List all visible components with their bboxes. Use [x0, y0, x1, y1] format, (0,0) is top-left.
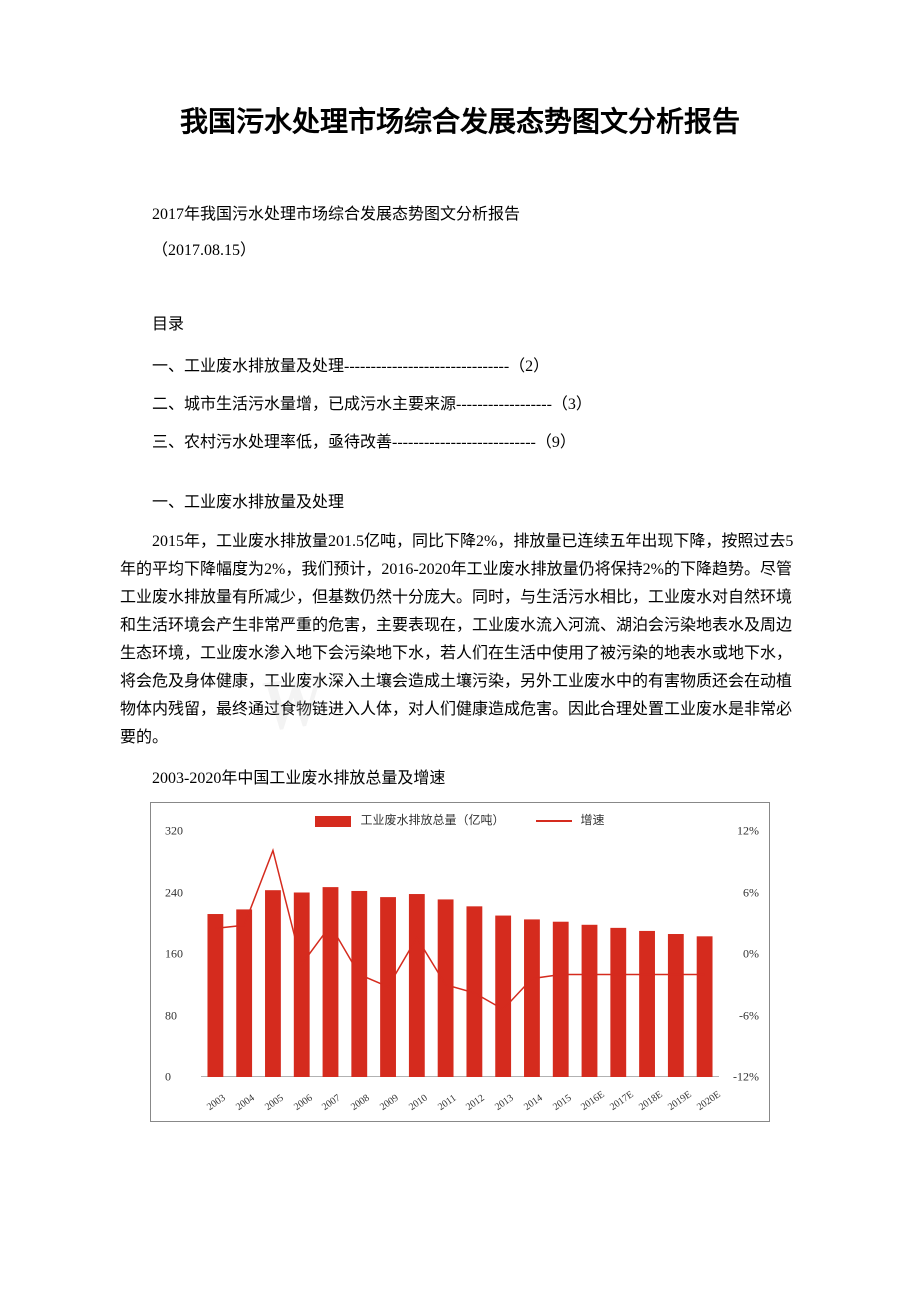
chart-bar	[582, 925, 598, 1077]
chart-bar	[409, 894, 425, 1077]
x-axis-tick: 2018E	[637, 1089, 665, 1113]
x-axis-tick: 2012	[464, 1093, 487, 1113]
chart-bar	[438, 899, 454, 1077]
y-axis-left-tick: 320	[165, 824, 183, 839]
legend-line-swatch	[536, 820, 572, 822]
chart-container: 工业废水排放总量（亿吨） 增速 0 80 160 240 320 -12% -6% 0% 6% 1…	[150, 802, 770, 1122]
x-axis-tick: 2016E	[579, 1089, 607, 1113]
chart-svg	[201, 831, 719, 1077]
x-axis-tick: 2003	[205, 1093, 228, 1113]
x-axis-tick: 2008	[349, 1093, 372, 1113]
page-title: 我国污水处理市场综合发展态势图文分析报告	[120, 100, 800, 140]
y-axis-right-tick: -12%	[733, 1070, 759, 1085]
y-axis-left-tick: 0	[165, 1070, 171, 1085]
subtitle: 2017年我国污水处理市场综合发展态势图文分析报告	[120, 200, 800, 224]
legend-line-label: 增速	[581, 813, 605, 827]
x-axis-tick: 2019E	[666, 1089, 694, 1113]
y-axis-left-tick: 80	[165, 1008, 177, 1023]
y-axis-left-tick: 160	[165, 947, 183, 962]
chart-bar	[265, 890, 281, 1077]
chart-bar	[610, 928, 626, 1077]
x-axis-tick: 2011	[436, 1093, 458, 1113]
y-axis-right-tick: 6%	[743, 885, 759, 900]
toc-item: 二、城市生活污水量增，已成污水主要来源------------------（3）	[120, 390, 800, 414]
legend-bar-label: 工业废水排放总量（亿吨）	[360, 813, 504, 827]
chart-plot-area	[201, 831, 719, 1077]
x-axis-tick: 2004	[234, 1093, 257, 1113]
toc-item: 一、工业废水排放量及处理----------------------------…	[120, 352, 800, 376]
chart-bar	[553, 922, 569, 1077]
chart-bar	[207, 914, 223, 1077]
chart-bar	[668, 934, 684, 1077]
x-axis-tick: 2006	[292, 1093, 315, 1113]
chart-bar	[323, 887, 339, 1077]
x-axis-tick: 2005	[263, 1093, 286, 1113]
chart-bar	[697, 936, 713, 1077]
chart-title: 2003-2020年中国工业废水排放总量及增速	[120, 764, 800, 788]
x-axis-tick: 2017E	[608, 1089, 636, 1113]
chart-bar	[639, 931, 655, 1077]
x-axis-tick: 2010	[407, 1093, 430, 1113]
x-axis-tick: 2015	[551, 1093, 574, 1113]
toc-heading: 目录	[120, 310, 800, 334]
x-axis-tick: 2009	[378, 1093, 401, 1113]
y-axis-right-tick: 12%	[737, 824, 759, 839]
toc-item: 三、农村污水处理率低，亟待改善-------------------------…	[120, 428, 800, 452]
x-axis-tick: 2014	[522, 1093, 545, 1113]
report-date: （2017.08.15）	[120, 236, 800, 260]
chart-bar	[524, 919, 540, 1077]
chart-bar	[495, 916, 511, 1077]
x-axis-tick: 2007	[320, 1093, 343, 1113]
y-axis-right-tick: 0%	[743, 947, 759, 962]
chart-bar	[294, 893, 310, 1078]
body-paragraph: 2015年，工业废水排放量201.5亿吨，同比下降2%，排放量已连续五年出现下降…	[120, 528, 800, 752]
chart-line	[215, 850, 704, 1009]
y-axis-right-tick: -6%	[739, 1008, 759, 1023]
chart-bar	[236, 909, 252, 1077]
chart-legend: 工业废水排放总量（亿吨） 增速	[151, 811, 769, 828]
section-heading: 一、工业废水排放量及处理	[120, 488, 800, 512]
x-axis-tick: 2020E	[695, 1089, 723, 1113]
x-axis-tick: 2013	[493, 1093, 516, 1113]
legend-bar-swatch	[315, 816, 351, 827]
y-axis-left-tick: 240	[165, 885, 183, 900]
chart-bar	[351, 891, 367, 1077]
